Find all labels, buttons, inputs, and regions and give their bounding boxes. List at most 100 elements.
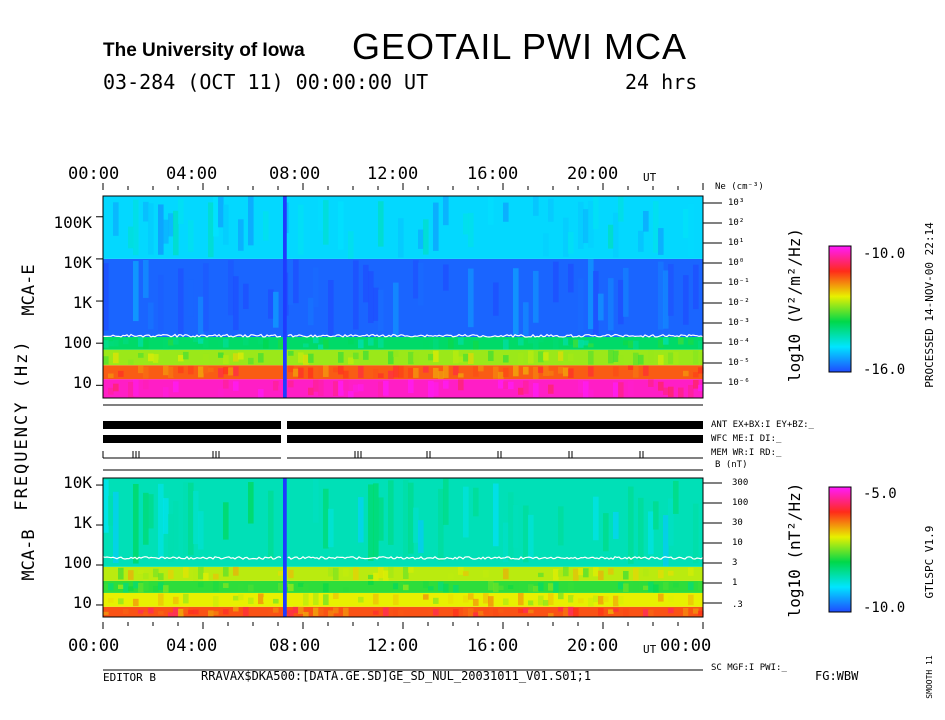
spectrum-texture	[493, 483, 499, 547]
spectrum-texture	[643, 585, 649, 591]
spectrum-texture	[248, 482, 254, 524]
spectrum-texture	[408, 567, 414, 573]
spectrum-texture	[223, 366, 229, 375]
status-bars	[102, 421, 703, 459]
spectrum-texture	[578, 339, 584, 348]
spectrum-texture	[378, 567, 384, 579]
spectrum-texture	[413, 352, 419, 363]
spectrum-texture	[548, 613, 554, 617]
spectrum-texture	[173, 607, 179, 617]
spectrum-texture	[393, 607, 399, 617]
spectrum-texture	[578, 379, 584, 393]
spectrum-texture	[258, 593, 264, 605]
b-freq-tick: 1K	[72, 513, 92, 532]
spectrum-texture	[223, 204, 229, 245]
spectrum-texture	[378, 381, 384, 398]
spectrum-texture	[333, 593, 339, 599]
spectrum-texture	[618, 596, 624, 605]
spectrum-texture	[383, 607, 389, 617]
spectrum-texture	[308, 367, 314, 379]
panel-frame	[102, 477, 704, 618]
spectrum-texture	[403, 480, 409, 557]
spectrum-texture	[103, 583, 109, 591]
spectrum-texture	[108, 341, 114, 347]
spectrum-texture	[443, 365, 449, 378]
spectrum-texture	[398, 218, 404, 258]
spectrum-texture	[598, 293, 604, 321]
spectrum-texture	[168, 213, 174, 237]
spectrum-texture	[568, 263, 574, 293]
spectrum-texture	[323, 339, 329, 349]
spectrum-texture	[388, 566, 394, 578]
spectrum-texture	[613, 366, 619, 377]
spectrum-texture	[493, 282, 499, 316]
spectrum-texture	[188, 482, 194, 556]
overlay-trace	[102, 555, 704, 560]
spectrum-texture	[648, 609, 654, 616]
spectrum-texture	[433, 367, 439, 379]
spectrum-texture	[558, 506, 564, 546]
spectrum-texture	[163, 387, 169, 398]
spectrum-texture	[583, 209, 589, 244]
spectrum-texture	[608, 278, 614, 331]
spectrum-texture	[158, 593, 164, 606]
spectrum-texture	[633, 581, 639, 592]
e-freq-tick: 100	[63, 333, 92, 352]
spectrum-texture	[423, 366, 429, 373]
institution-label: The University of Iowa	[103, 40, 305, 61]
spectrum-texture	[323, 488, 329, 549]
spectrum-texture	[178, 199, 184, 225]
spectrum-texture	[288, 583, 294, 592]
spectrum-texture	[673, 582, 679, 588]
spectrum-texture	[188, 365, 194, 375]
spectrum-texture	[193, 609, 199, 615]
spectrum-texture	[523, 380, 529, 394]
date-line: 03-284 (OCT 11) 00:00:00 UT	[103, 70, 429, 94]
spectrum-texture	[683, 209, 689, 239]
spectrum-texture	[138, 582, 144, 593]
spectrum-texture	[423, 594, 429, 600]
spectrum-texture	[453, 594, 459, 604]
spectrum-texture	[118, 370, 124, 377]
spectrum-texture	[568, 606, 574, 616]
b-tick: 30	[732, 518, 743, 528]
spectrum-texture	[358, 366, 364, 379]
spectrum-texture	[588, 343, 594, 348]
spectrum-texture	[178, 366, 184, 374]
spectrum-texture	[633, 568, 639, 581]
spectrum-texture	[238, 219, 244, 251]
spectrum-texture	[333, 367, 339, 373]
spectrum-texture	[288, 609, 294, 617]
spectrum-texture	[343, 568, 349, 577]
spectrum-texture	[578, 278, 584, 332]
spectrum-texture	[428, 380, 434, 398]
spectrum-texture	[128, 570, 134, 580]
spectrum-texture	[443, 583, 449, 593]
spectrum-texture	[688, 594, 694, 606]
mca-e-panel	[102, 195, 704, 399]
spectrum-texture	[163, 585, 169, 593]
top-time-tick: 08:00	[269, 164, 321, 184]
spectrum-texture	[503, 381, 509, 389]
top-time-tick: 20:00	[567, 164, 619, 184]
spectrum-texture	[113, 491, 119, 564]
spectrum-texture	[288, 380, 294, 388]
spectrum-texture	[143, 581, 149, 591]
spectrum-texture	[448, 573, 454, 580]
spectrum-texture	[538, 595, 544, 606]
spectrum-texture	[463, 353, 469, 362]
spectrum-texture	[308, 297, 314, 326]
spectrum-texture	[528, 584, 534, 592]
spectrum-texture	[643, 568, 649, 577]
spectrum-texture	[193, 490, 199, 545]
spectrum-texture	[408, 379, 414, 394]
spectrum-texture	[188, 609, 194, 615]
spectrum-texture	[133, 598, 139, 607]
spectrum-texture	[663, 387, 669, 395]
spectrum-texture	[653, 501, 659, 530]
ant-status-bar	[103, 421, 281, 429]
spectrum-texture	[608, 349, 614, 364]
spectrum-texture	[508, 381, 514, 390]
spectrum-texture	[693, 379, 699, 389]
spectrum-texture	[523, 505, 529, 563]
